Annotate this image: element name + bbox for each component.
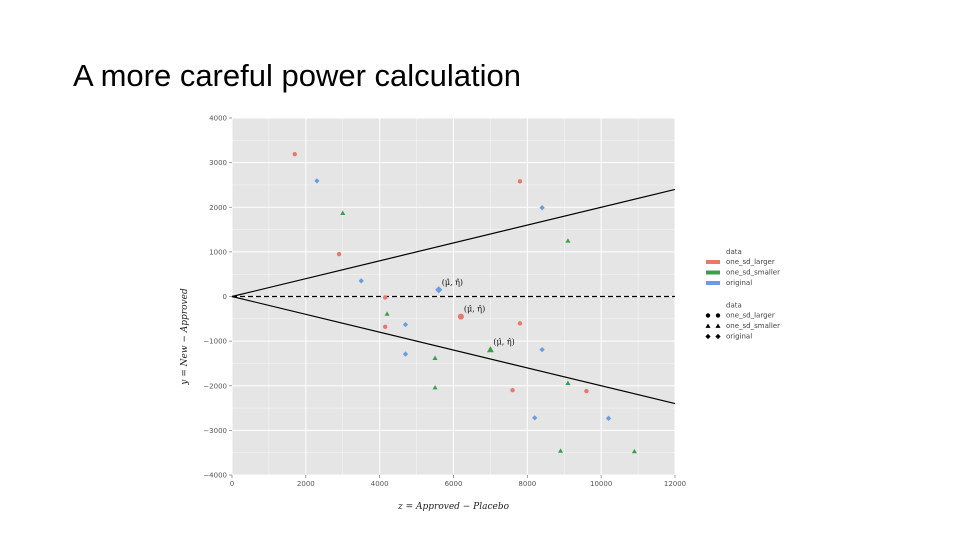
legend-label-original: original xyxy=(726,333,752,341)
point-original xyxy=(402,351,409,357)
x-tick-label: 6000 xyxy=(445,480,463,488)
legend-shape-one_sd_larger xyxy=(705,313,711,318)
x-tick-label: 10000 xyxy=(590,480,612,488)
y-tick-label: −4000 xyxy=(203,472,227,480)
reference-line xyxy=(231,188,676,298)
legend-label-one_sd_smaller: one_sd_smaller xyxy=(726,322,780,330)
x-tick-label: 2000 xyxy=(297,480,315,488)
legend-swatch-one_sd_smaller xyxy=(706,270,720,275)
point-one_sd_larger xyxy=(383,324,388,330)
point-original xyxy=(539,346,545,353)
point-original xyxy=(539,205,545,211)
y-tick-label: −1000 xyxy=(203,338,227,346)
y-axis-title: y = New − Approved xyxy=(180,288,190,386)
y-tick-label: 1000 xyxy=(209,248,227,256)
legend-shape-original xyxy=(705,333,711,340)
legend-shape-original xyxy=(715,333,721,340)
point-one_sd_larger xyxy=(584,388,589,394)
legend-label-one_sd_larger: one_sd_larger xyxy=(726,258,775,266)
point-one_sd_smaller xyxy=(565,238,571,243)
legend-shape-one_sd_smaller xyxy=(715,323,721,328)
point-one_sd_larger xyxy=(510,388,515,393)
estimate-label-one_sd_smaller: (μ̂, η̂) xyxy=(493,338,514,347)
y-tick-label: −2000 xyxy=(203,382,227,390)
legend-shape-one_sd_larger xyxy=(715,313,721,318)
estimate-label-one_sd_larger: (μ̂, η̂) xyxy=(464,305,485,314)
point-original xyxy=(605,415,612,421)
point-one_sd_smaller xyxy=(631,448,637,454)
x-axis-title: z = Approved − Placebo xyxy=(397,502,510,512)
point-original xyxy=(314,178,320,184)
point-one_sd_larger xyxy=(336,251,342,257)
legend-title-shape: data xyxy=(726,302,742,310)
point-original xyxy=(532,415,538,421)
legend-label-one_sd_smaller: one_sd_smaller xyxy=(726,269,780,277)
legend-shape-one_sd_smaller xyxy=(705,323,711,328)
y-tick-label: 3000 xyxy=(209,159,227,167)
y-tick-label: −3000 xyxy=(203,427,227,435)
legend-label-one_sd_larger: one_sd_larger xyxy=(726,312,775,320)
point-one_sd_larger xyxy=(292,151,297,157)
y-tick-label: 0 xyxy=(223,293,227,301)
point-one_sd_smaller xyxy=(432,385,438,390)
estimate-point-original xyxy=(435,286,443,294)
x-tick-label: 0 xyxy=(230,480,234,488)
point-one_sd_smaller xyxy=(432,355,438,360)
estimate-point-one_sd_larger xyxy=(457,313,464,320)
x-tick-label: 8000 xyxy=(518,480,536,488)
point-one_sd_smaller xyxy=(558,448,564,453)
estimate-label-original: (μ̂, η̂) xyxy=(442,278,463,287)
y-tick-label: 2000 xyxy=(209,204,227,212)
point-one_sd_smaller xyxy=(340,210,346,215)
legend-swatch-original xyxy=(706,281,720,285)
point-one_sd_larger xyxy=(517,179,523,184)
x-tick-label: 12000 xyxy=(664,480,686,488)
legend-label-original: original xyxy=(726,279,752,287)
reference-line xyxy=(231,295,676,405)
point-one_sd_larger xyxy=(517,321,523,326)
point-original xyxy=(358,278,364,284)
x-tick-label: 4000 xyxy=(371,480,389,488)
slide-title: A more careful power calculation xyxy=(73,58,522,93)
point-one_sd_larger xyxy=(383,295,388,300)
y-tick-label: 4000 xyxy=(209,115,227,123)
legend-title-color: data xyxy=(726,248,742,256)
estimate-point-one_sd_smaller xyxy=(486,346,494,353)
legend-swatch-one_sd_larger xyxy=(706,260,720,264)
point-one_sd_smaller xyxy=(384,311,390,316)
point-one_sd_smaller xyxy=(565,380,571,385)
point-original xyxy=(402,321,409,328)
